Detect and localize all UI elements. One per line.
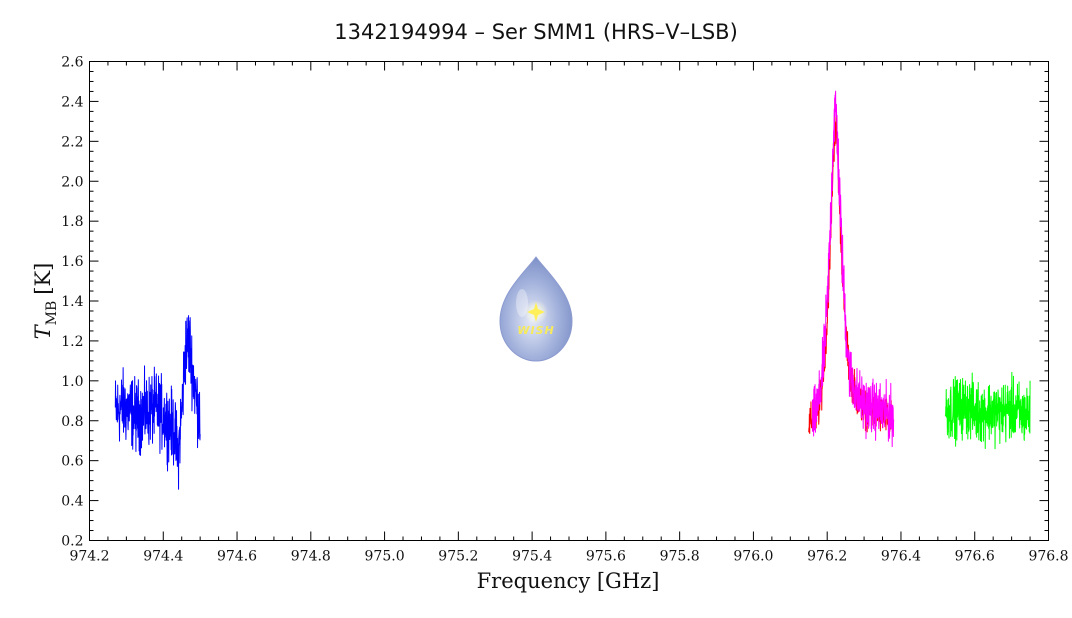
x-tick-label: 974.4 (143, 549, 183, 565)
y-tick-label: 2.0 (61, 174, 83, 190)
plot-frame (89, 61, 1049, 541)
x-tick-label: 975.4 (512, 549, 552, 565)
star-icon (527, 302, 545, 322)
y-tick-label: 1.2 (61, 334, 83, 350)
wish-logo: WISH (499, 256, 573, 362)
y-tick-label: 1.6 (61, 254, 83, 270)
x-tick-label: 975.8 (660, 549, 700, 565)
spectrum-series-line (811, 90, 895, 448)
x-tick-label: 975.0 (365, 549, 405, 565)
y-tick-label: 0.2 (61, 534, 83, 550)
y-tick-label: 1.4 (61, 294, 83, 310)
x-tick-label: 974.8 (291, 549, 331, 565)
y-tick-label: 2.2 (61, 134, 83, 150)
x-tick-label: 974.2 (69, 549, 109, 565)
x-axis-label: Frequency [GHz] (477, 569, 660, 593)
axis-ticks (89, 61, 1049, 541)
y-tick-labels: 0.2 0.4 0.6 0.8 1.0 1.2 1.4 1.6 1.8 2.0 2.2 2.4 2.6 (61, 55, 83, 550)
x-tick-label: 976.4 (881, 549, 921, 565)
series-layer (114, 90, 1031, 490)
y-tick-label: 2.4 (61, 94, 83, 110)
y-axis-label: TMB[K] (31, 263, 60, 340)
x-tick-label: 976.0 (733, 549, 773, 565)
y-tick-label: 2.6 (61, 55, 83, 71)
y-tick-label: 0.6 (61, 454, 83, 470)
x-tick-label: 976.6 (955, 549, 995, 565)
y-tick-label: 1.8 (61, 214, 83, 230)
x-tick-labels: 974.2 974.4 974.6 974.8 975.0 975.2 975.4 975.6… (69, 549, 1068, 565)
x-tick-label: 975.6 (586, 549, 626, 565)
wish-logo-text: WISH (517, 324, 554, 337)
y-tick-label: 0.4 (61, 494, 83, 510)
x-tick-label: 976.2 (807, 549, 847, 565)
x-tick-label: 976.8 (1028, 549, 1068, 565)
y-tick-label: 1.0 (61, 374, 83, 390)
spectrum-series-line (114, 315, 201, 490)
spectrum-series-line (944, 371, 1031, 450)
x-tick-label: 975.2 (438, 549, 478, 565)
y-tick-label: 0.8 (61, 414, 83, 430)
chart-title: 1342194994 – Ser SMM1 (HRS–V–LSB) (334, 20, 738, 44)
x-tick-label: 974.6 (217, 549, 257, 565)
